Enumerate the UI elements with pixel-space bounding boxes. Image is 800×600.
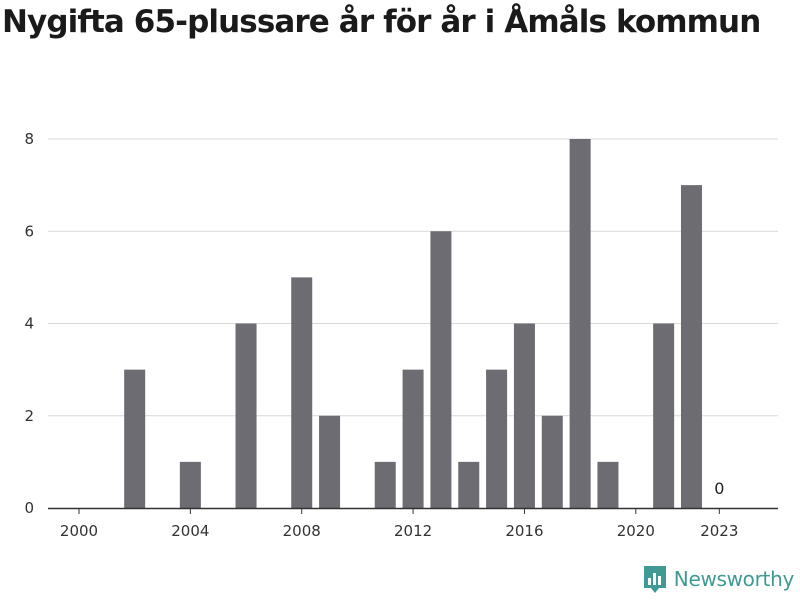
- y-tick-label: 6: [24, 222, 34, 240]
- y-axis-ticks: 0 2 4 6 8: [24, 130, 34, 517]
- x-tick-label: 2012: [394, 522, 432, 540]
- bar-2015: [486, 369, 508, 508]
- chart-title: Nygifta 65-plussare år för år i Åmåls ko…: [2, 4, 761, 40]
- x-tick-label: 2004: [171, 522, 209, 540]
- x-tick-label: 2023: [700, 522, 738, 540]
- bar-2008: [291, 277, 313, 508]
- bar-chart-speech-bubble-icon: [643, 566, 666, 593]
- bar-2021: [653, 323, 675, 508]
- bar-2017: [541, 415, 563, 508]
- bar-2006: [235, 323, 257, 508]
- bar-2004: [179, 461, 201, 508]
- bars: [124, 139, 702, 508]
- y-tick-label: 4: [24, 315, 34, 333]
- y-tick-label: 8: [24, 130, 34, 148]
- y-tick-label: 0: [24, 499, 34, 517]
- x-tick-label: 2020: [617, 522, 655, 540]
- bar-2018: [569, 139, 591, 508]
- bar-2014: [458, 461, 480, 508]
- x-tick-label: 2016: [505, 522, 543, 540]
- y-tick-label: 2: [24, 407, 34, 425]
- bar-2022: [680, 185, 702, 508]
- x-tick-label: 2000: [60, 522, 98, 540]
- bar-2019: [597, 461, 619, 508]
- bar-2009: [319, 415, 341, 508]
- bar-2013: [430, 231, 452, 508]
- annotations: 0: [714, 479, 724, 498]
- bar-2002: [124, 369, 146, 508]
- bar-2011: [374, 461, 396, 508]
- newsworthy-logo: Newsworthy: [642, 564, 794, 594]
- x-tick-label: 2008: [283, 522, 321, 540]
- data-label: 0: [714, 479, 724, 498]
- brand-name: Newsworthy: [673, 567, 795, 591]
- x-axis-ticks: 2000 2004 2008 2012 2016 2020 2023: [60, 508, 738, 540]
- bar-2012: [402, 369, 424, 508]
- bar-2016: [513, 323, 535, 508]
